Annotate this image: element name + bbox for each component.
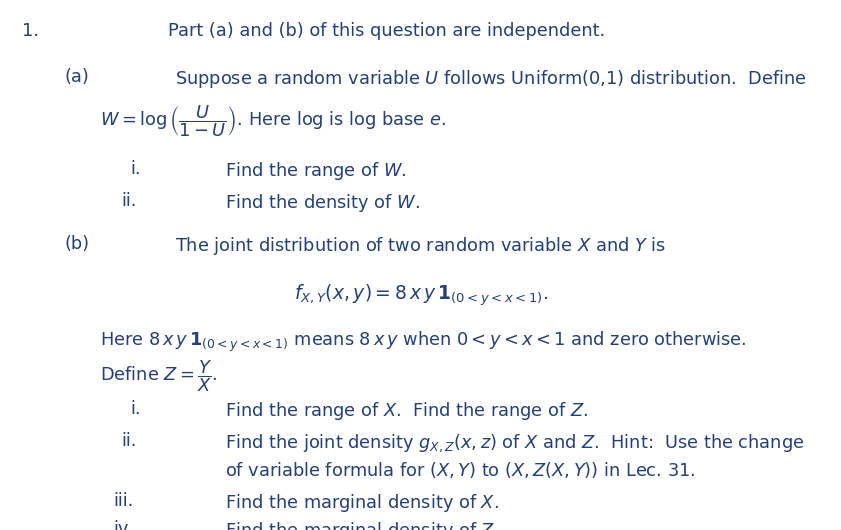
Text: i.: i. (130, 400, 140, 418)
Text: Find the marginal density of $Z$.: Find the marginal density of $Z$. (225, 520, 499, 530)
Text: i.: i. (130, 160, 140, 178)
Text: ii.: ii. (121, 432, 136, 450)
Text: Part (a) and (b) of this question are independent.: Part (a) and (b) of this question are in… (168, 22, 606, 40)
Text: of variable formula for $(X, Y)$ to $(X, Z(X,Y))$ in Lec. 31.: of variable formula for $(X, Y)$ to $(X,… (225, 460, 696, 480)
Text: Suppose a random variable $U$ follows Uniform(0,1) distribution.  Define: Suppose a random variable $U$ follows Un… (175, 68, 807, 90)
Text: Define $Z = \dfrac{Y}{X}$.: Define $Z = \dfrac{Y}{X}$. (100, 358, 218, 394)
Text: Here $8\,x\,y\,\mathbf{1}_{(0<y<x<1)}$ means $8\,x\,y$ when $0 < y < x < 1$ and : Here $8\,x\,y\,\mathbf{1}_{(0<y<x<1)}$ m… (100, 330, 747, 354)
Text: Find the density of $W$.: Find the density of $W$. (225, 192, 420, 214)
Text: $W = \log\left(\dfrac{U}{1-U}\right)$. Here log is log base $e$.: $W = \log\left(\dfrac{U}{1-U}\right)$. H… (100, 103, 446, 138)
Text: The joint distribution of two random variable $X$ and $Y$ is: The joint distribution of two random var… (175, 235, 666, 257)
Text: ii.: ii. (121, 192, 136, 210)
Text: $f_{X,Y}(x,y) = 8\,x\,y\,\mathbf{1}_{(0<y<x<1)}.$: $f_{X,Y}(x,y) = 8\,x\,y\,\mathbf{1}_{(0<… (294, 282, 548, 307)
Text: Find the marginal density of $X$.: Find the marginal density of $X$. (225, 492, 499, 514)
Text: Find the range of $W$.: Find the range of $W$. (225, 160, 406, 182)
Text: iv.: iv. (113, 520, 133, 530)
Text: 1.: 1. (22, 22, 39, 40)
Text: (a): (a) (65, 68, 90, 86)
Text: Find the range of $X$.  Find the range of $Z$.: Find the range of $X$. Find the range of… (225, 400, 588, 422)
Text: (b): (b) (65, 235, 90, 253)
Text: Find the joint density $g_{X,Z}(x,z)$ of $X$ and $Z$.  Hint:  Use the change: Find the joint density $g_{X,Z}(x,z)$ of… (225, 432, 804, 454)
Text: iii.: iii. (113, 492, 133, 510)
